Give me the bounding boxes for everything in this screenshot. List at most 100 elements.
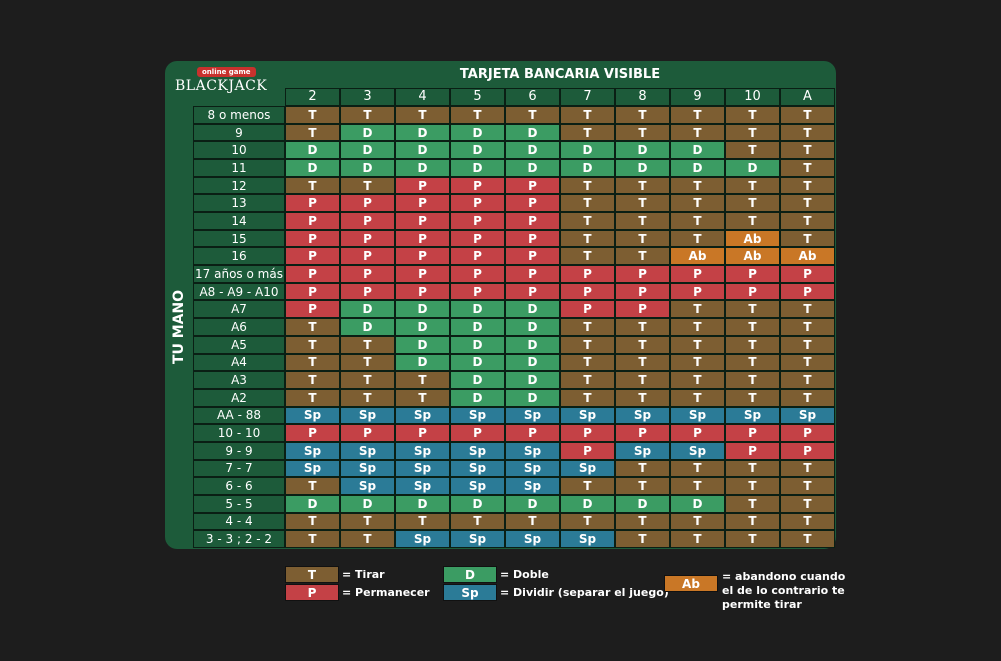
strategy-cell: T — [285, 388, 340, 407]
strategy-cell: D — [615, 141, 670, 160]
strategy-cell: P — [395, 282, 450, 301]
strategy-cell: T — [285, 530, 340, 548]
strategy-cell: P — [340, 424, 395, 442]
row-label: 7 - 7 — [193, 459, 285, 478]
column-header: 9 — [670, 88, 725, 106]
strategy-cell: Sp — [725, 406, 780, 425]
strategy-cell: Ab — [725, 247, 780, 266]
legend-tirar-text: = Tirar — [342, 568, 385, 581]
strategy-cell: Sp — [395, 441, 450, 460]
strategy-cell: D — [450, 300, 505, 319]
strategy-cell: T — [285, 371, 340, 389]
strategy-cell: Sp — [395, 406, 450, 425]
strategy-cell: T — [340, 335, 395, 354]
strategy-cell: Sp — [505, 530, 560, 548]
logo-badge: online game — [197, 67, 256, 77]
strategy-cell: T — [285, 353, 340, 372]
strategy-cell: T — [615, 229, 670, 248]
row-label: A6 — [193, 318, 285, 336]
strategy-cell: T — [670, 176, 725, 195]
strategy-cell: T — [725, 106, 780, 124]
strategy-cell: T — [340, 353, 395, 372]
strategy-cell: T — [725, 123, 780, 142]
strategy-cell: P — [615, 282, 670, 301]
strategy-cell: T — [670, 106, 725, 124]
strategy-cell: T — [725, 176, 780, 195]
dealer-card-title: TARJETA BANCARIA VISIBLE — [459, 67, 661, 82]
strategy-cell: P — [340, 247, 395, 266]
strategy-cell: T — [340, 371, 395, 389]
strategy-cell: Sp — [450, 530, 505, 548]
strategy-cell: D — [450, 335, 505, 354]
strategy-cell: T — [670, 212, 725, 230]
strategy-cell: T — [670, 371, 725, 389]
strategy-cell: T — [780, 459, 835, 478]
row-label: 5 - 5 — [193, 494, 285, 513]
player-hand-label: TU MANO — [166, 106, 192, 548]
strategy-cell: D — [450, 123, 505, 142]
strategy-cell: T — [780, 212, 835, 230]
strategy-cell: P — [780, 282, 835, 301]
strategy-cell: T — [780, 371, 835, 389]
strategy-cell: Sp — [505, 406, 560, 425]
strategy-cell: D — [505, 335, 560, 354]
strategy-cell: P — [505, 424, 560, 442]
strategy-cell: T — [285, 123, 340, 142]
strategy-cell: P — [285, 300, 340, 319]
strategy-cell: Sp — [450, 459, 505, 478]
strategy-cell: D — [395, 141, 450, 160]
strategy-cell: T — [725, 194, 780, 213]
strategy-cell: T — [560, 353, 615, 372]
strategy-cell: P — [725, 265, 780, 283]
column-headers: 2 3 4 5 6 7 8 9 10 A — [285, 88, 835, 106]
strategy-cell: T — [615, 247, 670, 266]
strategy-cell: P — [450, 265, 505, 283]
strategy-cell: P — [450, 424, 505, 442]
strategy-cell: T — [725, 353, 780, 372]
strategy-cell: T — [670, 123, 725, 142]
strategy-cell: Ab — [780, 247, 835, 266]
row-label: 10 — [193, 141, 285, 160]
strategy-cell: T — [560, 247, 615, 266]
strategy-cell: P — [505, 212, 560, 230]
column-header: 10 — [725, 88, 780, 106]
strategy-cell: D — [450, 353, 505, 372]
strategy-cell: P — [560, 300, 615, 319]
strategy-cell: T — [615, 371, 670, 389]
row-label: A3 — [193, 371, 285, 389]
strategy-cell: D — [505, 318, 560, 336]
strategy-cell: T — [615, 512, 670, 531]
strategy-cell: P — [560, 265, 615, 283]
strategy-cell: P — [340, 229, 395, 248]
strategy-cell: P — [615, 265, 670, 283]
column-header: 7 — [560, 88, 615, 106]
column-header: 2 — [285, 88, 340, 106]
strategy-cell: T — [340, 512, 395, 531]
strategy-cell: T — [560, 371, 615, 389]
strategy-cell: Sp — [285, 441, 340, 460]
strategy-cell: T — [560, 512, 615, 531]
strategy-cell: T — [725, 300, 780, 319]
legend-dividir-swatch: Sp — [443, 584, 497, 601]
strategy-cell: T — [285, 477, 340, 495]
strategy-cell: T — [780, 530, 835, 548]
strategy-cell: T — [340, 176, 395, 195]
row-label: 11 — [193, 159, 285, 177]
legend-dividir-text: = Dividir (separar el juego) — [500, 586, 669, 599]
strategy-cell: P — [560, 424, 615, 442]
strategy-cell: Sp — [505, 477, 560, 495]
strategy-cell: P — [395, 194, 450, 213]
strategy-cell: T — [560, 194, 615, 213]
strategy-cell: T — [285, 318, 340, 336]
strategy-cell: P — [780, 265, 835, 283]
strategy-cell: P — [395, 265, 450, 283]
row-label: AA - 88 — [193, 406, 285, 425]
strategy-cell: T — [725, 141, 780, 160]
strategy-cell: T — [725, 318, 780, 336]
row-label: 17 años o más — [193, 265, 285, 283]
strategy-cell: T — [725, 477, 780, 495]
strategy-cell: T — [505, 512, 560, 531]
row-label: 15 — [193, 229, 285, 248]
strategy-cell: T — [725, 212, 780, 230]
strategy-cell: P — [340, 282, 395, 301]
